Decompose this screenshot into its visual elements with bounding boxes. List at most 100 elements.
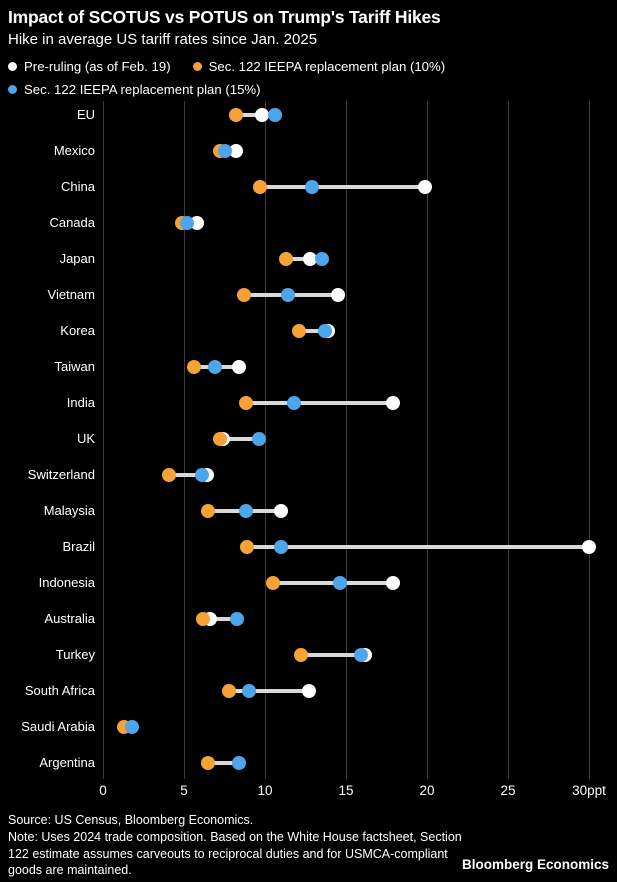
dot-sec122-10pct xyxy=(201,756,216,770)
connector-line xyxy=(229,689,309,693)
category-label: Malaysia xyxy=(43,503,95,518)
gridline xyxy=(589,101,590,779)
dot-sec122-15pct xyxy=(207,360,222,374)
dot-sec122-10pct xyxy=(292,324,307,338)
connector-line xyxy=(219,437,259,441)
dot-sec122-10pct xyxy=(279,252,294,266)
dot-sec122-10pct xyxy=(196,612,211,626)
category-label: Korea xyxy=(60,323,95,338)
category-label: EU xyxy=(76,107,95,122)
chart-subtitle: Hike in average US tariff rates since Ja… xyxy=(8,31,318,48)
dot-pre-ruling xyxy=(301,684,316,698)
category-label: Mexico xyxy=(53,143,95,158)
dot-pre-ruling xyxy=(303,252,318,266)
x-axis-tick-label: 15 xyxy=(338,783,354,798)
chart-row: UK xyxy=(0,421,617,457)
dot-sec122-10pct xyxy=(266,576,281,590)
dot-sec122-15pct xyxy=(194,468,209,482)
dot-sec122-15pct xyxy=(217,144,232,158)
chart-row: Australia xyxy=(0,601,617,637)
chart-row: China xyxy=(0,169,617,205)
legend-label: Sec. 122 IEEPA replacement plan (10%) xyxy=(208,58,446,74)
dot-sec122-15pct xyxy=(230,612,245,626)
dot-sec122-10pct xyxy=(162,468,177,482)
dot-sec122-10pct xyxy=(201,504,216,518)
legend-item: Pre-ruling (as of Feb. 19) xyxy=(8,57,171,75)
legend-marker-icon xyxy=(8,61,17,71)
dot-sec122-15pct xyxy=(125,720,140,734)
category-label: Indonesia xyxy=(38,575,95,590)
dot-sec122-15pct xyxy=(180,216,195,230)
dot-pre-ruling xyxy=(582,540,596,554)
dot-sec122-15pct xyxy=(274,540,289,554)
connector-line xyxy=(203,617,238,621)
dot-pre-ruling xyxy=(254,108,269,122)
gridline xyxy=(508,101,509,779)
gridline xyxy=(184,101,185,779)
category-label: Brazil xyxy=(62,539,95,554)
dot-sec122-10pct xyxy=(236,288,251,302)
dot-sec122-15pct xyxy=(241,684,256,698)
legend-label: Pre-ruling (as of Feb. 19) xyxy=(24,58,171,74)
chart-row: South Africa xyxy=(0,673,617,709)
category-label: Vietnam xyxy=(47,287,95,302)
dot-pre-ruling xyxy=(418,180,433,194)
chart-row: Korea xyxy=(0,313,617,349)
legend-item: Sec. 122 IEEPA replacement plan (15%) xyxy=(8,80,261,98)
category-label: Taiwan xyxy=(54,359,95,374)
dot-pre-ruling xyxy=(385,576,400,590)
category-label: Turkey xyxy=(55,647,95,662)
dot-pre-ruling xyxy=(274,504,289,518)
chart-title: Impact of SCOTUS vs POTUS on Trump's Tar… xyxy=(8,7,441,27)
category-label: Argentina xyxy=(39,755,95,770)
category-label: Switzerland xyxy=(27,467,95,482)
connector-line xyxy=(169,473,207,477)
legend: Pre-ruling (as of Feb. 19) Sec. 122 IEEPA… xyxy=(8,57,578,98)
dot-sec122-15pct xyxy=(332,576,347,590)
x-axis-tick-label: 10 xyxy=(257,783,273,798)
chart-row: EU xyxy=(0,97,617,133)
dot-sec122-15pct xyxy=(267,108,282,122)
connector-line xyxy=(260,185,426,189)
connector-line xyxy=(299,329,329,333)
x-axis-tick-label: 25 xyxy=(500,783,516,798)
dot-sec122-10pct xyxy=(222,684,237,698)
category-label: UK xyxy=(76,431,95,446)
x-axis-tick-label: 0 xyxy=(99,783,107,798)
dot-sec122-15pct xyxy=(314,252,329,266)
dot-sec122-10pct xyxy=(293,648,308,662)
dot-sec122-15pct xyxy=(280,288,295,302)
methodology-note: Note: Uses 2024 trade composition. Based… xyxy=(8,830,462,877)
gridline xyxy=(346,101,347,779)
chart-row: Malaysia xyxy=(0,493,617,529)
chart-row: Japan xyxy=(0,241,617,277)
connector-line xyxy=(208,761,240,765)
chart-row: Brazil xyxy=(0,529,617,565)
dot-pre-ruling xyxy=(385,396,400,410)
category-label: Canada xyxy=(49,215,95,230)
chart-row: Turkey xyxy=(0,637,617,673)
chart-row: Vietnam xyxy=(0,277,617,313)
dot-sec122-10pct xyxy=(228,108,243,122)
category-label: Saudi Arabia xyxy=(21,719,95,734)
x-axis-tick-label: 30ppt xyxy=(572,783,606,798)
dot-sec122-15pct xyxy=(238,504,253,518)
dot-sec122-10pct xyxy=(240,540,255,554)
connector-line xyxy=(300,653,366,657)
dot-plot-area: EU Mexico China Canada Japan Vietnam Korea Taiw… xyxy=(0,97,617,781)
category-label: India xyxy=(66,395,95,410)
chart-row: Indonesia xyxy=(0,565,617,601)
gridline xyxy=(103,101,104,779)
chart-row: Mexico xyxy=(0,133,617,169)
dot-sec122-15pct xyxy=(232,756,247,770)
category-label: China xyxy=(61,179,95,194)
x-axis-tick-label: 20 xyxy=(419,783,435,798)
chart-row: Switzerland xyxy=(0,457,617,493)
dot-sec122-10pct xyxy=(238,396,253,410)
chart-row: Saudi Arabia xyxy=(0,709,617,745)
dot-sec122-10pct xyxy=(212,432,227,446)
legend-item: Sec. 122 IEEPA replacement plan (10%) xyxy=(192,57,446,75)
source-text: Source: US Census, Bloomberg Economics. xyxy=(8,813,254,827)
legend-label: Sec. 122 IEEPA replacement plan (15%) xyxy=(24,81,261,97)
connector-line xyxy=(245,401,393,405)
